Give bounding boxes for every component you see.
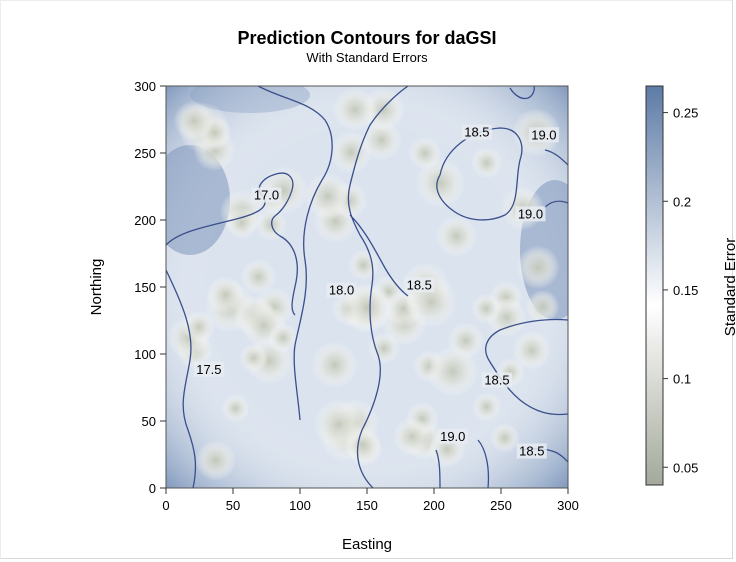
y-tick-label: 100: [134, 347, 156, 362]
low-error-blob: [415, 158, 466, 209]
low-error-blob: [259, 166, 309, 215]
contour-17-0: [166, 172, 298, 316]
colorbar-axis: 0.05 0.1 0.15 0.2 0.25: [663, 106, 698, 475]
x-tick-label: 150: [356, 498, 378, 513]
colorbar-tick-label: 0.15: [673, 283, 698, 298]
low-error-blob: [221, 394, 250, 423]
x-axis: 0 50 100 150 200 250 300: [162, 488, 579, 513]
low-error-blob: [512, 331, 551, 370]
contour-18-5-d: [485, 318, 568, 416]
x-tick-label: 250: [490, 498, 512, 513]
x-tick-label: 300: [557, 498, 579, 513]
contour-19-0-a: [544, 149, 568, 166]
contour-label-bg: [251, 187, 282, 203]
contour-18-5-a: [349, 214, 409, 297]
contour-label-bg: [461, 124, 492, 140]
low-error-blobs: [167, 87, 561, 481]
contour-label-bg: [515, 206, 546, 222]
x-tick-label: 200: [423, 498, 445, 513]
chart-title: Prediction Contours for daGSI: [237, 28, 496, 48]
contour-labels: 17.0 17.5 18.0 18.5 18.5 19.0 19.0 18.5 19.0 18.5: [193, 124, 559, 459]
y-tick-label: 0: [149, 481, 156, 496]
contour-label: 17.0: [254, 188, 279, 203]
contour-label: 18.5: [519, 444, 544, 459]
low-error-blob: [182, 310, 216, 344]
y-axis: 0 50 100 150 200 250 300: [134, 79, 166, 496]
contour-label: 17.5: [196, 362, 221, 377]
y-tick-label: 150: [134, 280, 156, 295]
x-tick-label: 100: [289, 498, 311, 513]
contour-label: 19.0: [440, 429, 465, 444]
contour-label: 19.0: [518, 206, 543, 221]
contour-18-0-b: [347, 86, 409, 488]
y-tick-label: 200: [134, 213, 156, 228]
contour-label-bg: [437, 428, 468, 444]
contour-18-0-a: [257, 86, 333, 421]
contour-label-bg: [326, 282, 357, 298]
low-error-blob: [333, 87, 377, 132]
x-tick-label: 50: [226, 498, 240, 513]
x-axis-label: Easting: [342, 536, 392, 553]
colorbar-tick-label: 0.1: [673, 372, 691, 387]
contour-17-5: [166, 269, 197, 488]
low-error-blob: [393, 417, 431, 456]
contour-label-bg: [481, 372, 512, 388]
heatmap-field: [166, 86, 568, 488]
colorbar-tick-label: 0.25: [673, 106, 698, 121]
contour-label: 18.5: [464, 125, 489, 140]
low-error-blob: [516, 245, 560, 289]
colorbar-tick-label: 0.05: [673, 460, 698, 475]
colorbar-tick-label: 0.2: [673, 194, 691, 209]
low-error-blob: [470, 147, 503, 179]
contour-label-bg: [516, 443, 547, 459]
contour-label-bg: [404, 277, 435, 293]
low-error-blob: [427, 345, 479, 397]
contour-label: 19.0: [531, 127, 556, 142]
contour-19-0-b: [543, 200, 568, 209]
low-error-blob: [268, 322, 298, 353]
low-error-blob: [239, 343, 268, 373]
low-error-blob: [304, 172, 352, 220]
low-error-blob: [435, 215, 478, 257]
low-error-blob: [313, 399, 364, 450]
contour-label: 18.0: [329, 283, 354, 298]
colorbar: [645, 85, 664, 486]
low-error-blob: [471, 293, 502, 324]
low-error-blob: [225, 206, 258, 240]
y-tick-label: 300: [134, 79, 156, 94]
y-tick-label: 250: [134, 146, 156, 161]
low-error-blob: [240, 259, 277, 295]
low-error-blob: [361, 119, 402, 161]
high-error-zone-west: [166, 145, 230, 255]
chart-subtitle: With Standard Errors: [306, 50, 428, 65]
contour-19-0-c: [435, 449, 441, 488]
low-error-blob: [195, 439, 237, 481]
low-error-blob: [472, 392, 502, 422]
contour-label-bg: [193, 361, 224, 377]
low-error-blob: [348, 249, 379, 281]
low-error-blob: [490, 423, 520, 453]
y-tick-label: 50: [142, 414, 156, 429]
contour-label: 18.5: [484, 372, 509, 387]
low-error-blob: [311, 341, 359, 389]
colorbar-label: Standard Error: [722, 238, 736, 336]
contour-label-bg: [528, 127, 559, 143]
contour-18-5-c: [509, 86, 535, 100]
low-error-blob: [173, 100, 215, 141]
y-axis-label: Northing: [88, 259, 105, 316]
x-tick-label: 0: [162, 498, 169, 513]
low-error-blob: [206, 275, 245, 314]
contour-label: 18.5: [407, 277, 432, 292]
contour-19-0-d: [477, 439, 490, 488]
high-error-zone-north: [190, 86, 310, 113]
low-error-blob: [525, 289, 560, 324]
